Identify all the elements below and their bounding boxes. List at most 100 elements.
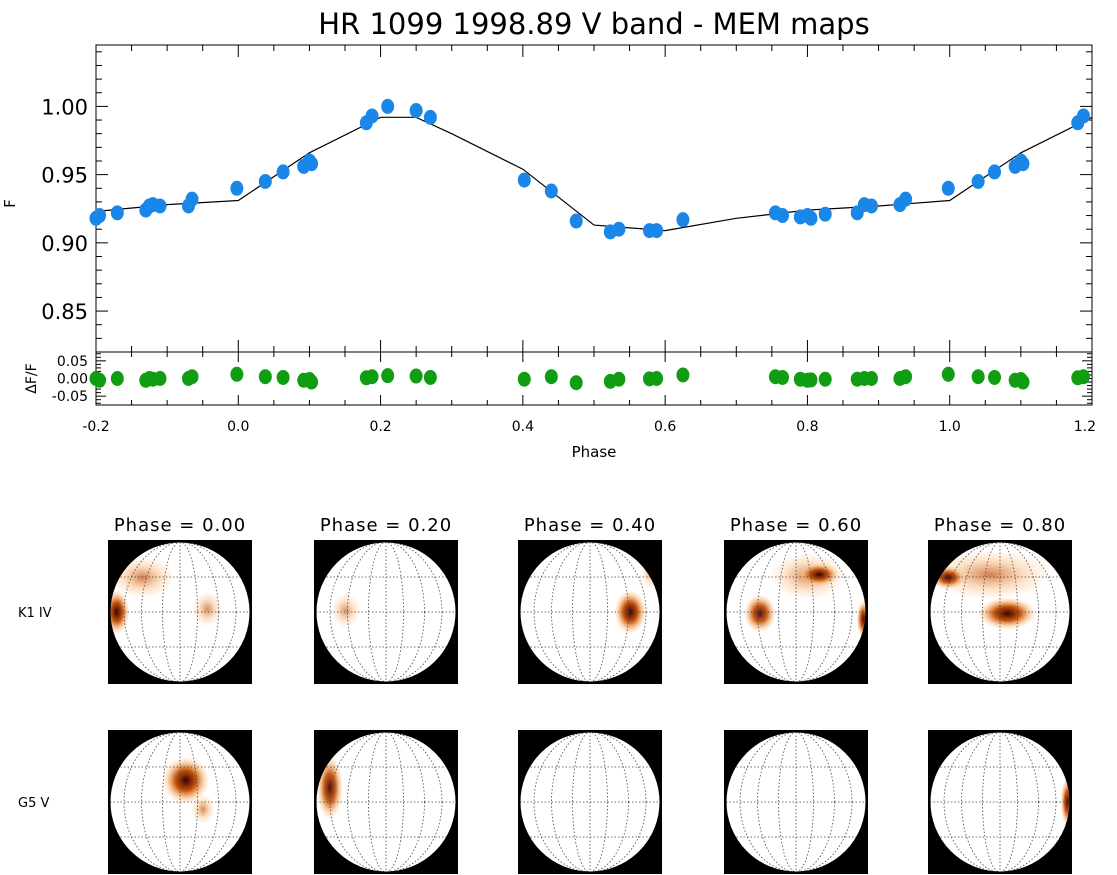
residual-point	[650, 371, 664, 386]
limb	[315, 731, 457, 873]
meridian-line	[551, 542, 629, 682]
limb	[725, 731, 867, 873]
meridian-line	[347, 542, 425, 682]
x-axis-label: Phase	[572, 443, 617, 461]
star-label: G5 V	[18, 796, 49, 811]
limb	[109, 541, 251, 683]
residuals-panel: 0.05 0.00-0.05 ΔF/F -0.2 0.0 0.2 0.4 0.6 0.8 1.0 1…	[24, 351, 1096, 461]
limb	[519, 541, 661, 683]
residual-point	[676, 367, 690, 383]
meridian-line	[757, 732, 835, 872]
starspot	[798, 563, 840, 587]
model-line	[95, 116, 1093, 232]
starspot	[978, 597, 1036, 630]
meridian-line	[533, 542, 647, 682]
residual-y-tick-label: 0.05	[57, 354, 88, 370]
surface-map	[518, 540, 662, 684]
starspot	[316, 755, 343, 820]
x-tick-label: 0.0	[227, 419, 249, 435]
light-curve-y-ticks	[96, 51, 1092, 353]
phase-label: Phase = 0.40	[524, 515, 656, 536]
residual-point	[899, 369, 913, 385]
residual-point	[305, 374, 319, 390]
starspot	[744, 594, 776, 633]
meridian-line	[329, 732, 443, 872]
residual-point	[93, 372, 107, 388]
residual-y-tick-label: -0.05	[52, 389, 88, 405]
observed-point	[230, 180, 244, 196]
light-curve-panel: 0.85 0.90 0.95 1.00 F	[1, 44, 1093, 353]
meridian-line	[141, 732, 219, 872]
observed-point	[517, 172, 531, 188]
starspot	[191, 794, 215, 824]
observed-point	[423, 109, 437, 125]
residual-point	[153, 371, 167, 386]
x-tick-label: 0.8	[796, 419, 818, 435]
surface-map	[518, 730, 662, 874]
starspot	[856, 600, 866, 638]
star-label: K1 IV	[18, 606, 52, 621]
x-tick-label: 0.6	[654, 419, 676, 435]
surface-map	[108, 730, 252, 874]
residual-point	[185, 369, 199, 385]
light-curve-x-ticks	[95, 45, 1093, 352]
x-tick-label: 1.0	[939, 419, 961, 435]
meridian-line	[961, 542, 1039, 682]
meridian-line	[141, 542, 219, 682]
residual-point	[365, 369, 379, 385]
disk-content	[316, 542, 456, 682]
starspot	[930, 550, 1051, 600]
starspot	[331, 593, 361, 628]
starspot	[162, 757, 209, 804]
limb	[929, 731, 1071, 873]
observed-point	[971, 173, 985, 189]
observed-point	[569, 213, 583, 229]
residual-point	[230, 366, 244, 382]
residual-point	[569, 375, 583, 391]
residual-point	[258, 369, 272, 385]
residual-y-axis-label: ΔF/F	[24, 363, 40, 393]
meridian-line	[123, 732, 237, 872]
meridian-line	[961, 732, 1039, 872]
figure-title: HR 1099 1998.89 V band - MEM maps	[318, 7, 869, 41]
observed-point	[650, 223, 664, 239]
observed-point	[276, 164, 290, 180]
observed-point	[988, 164, 1002, 180]
residual-point	[381, 368, 395, 384]
starspot	[614, 590, 647, 634]
meridian-line	[347, 732, 425, 872]
disk-content	[930, 732, 1070, 872]
residual-point	[612, 371, 626, 387]
disk-content	[520, 732, 660, 872]
phase-label: Phase = 0.00	[114, 515, 246, 536]
y-tick-label: 0.95	[41, 164, 88, 188]
limb	[519, 731, 661, 873]
observed-point	[185, 191, 199, 207]
starspot	[192, 591, 222, 627]
x-tick-label: 0.4	[512, 419, 534, 435]
surface-map	[928, 730, 1072, 874]
residual-point	[988, 369, 1002, 385]
y-tick-label: 0.90	[41, 232, 88, 256]
residual-y-tick-label: 0.00	[57, 372, 88, 388]
residuals-y-ticks	[96, 353, 1092, 404]
meridian-line	[329, 542, 443, 682]
observed-point	[93, 208, 107, 224]
surface-map	[724, 540, 868, 684]
surface-map	[724, 730, 868, 874]
observed-point	[776, 208, 790, 224]
observed-point	[612, 221, 626, 237]
residual-point	[517, 371, 531, 387]
observed-point	[818, 206, 832, 222]
residual-point	[1016, 374, 1030, 390]
observed-point	[305, 156, 319, 172]
residual-point	[818, 371, 832, 387]
y-tick-label: 1.00	[41, 95, 88, 119]
x-tick-label: 0.2	[369, 419, 391, 435]
disk-content	[930, 542, 1070, 682]
meridian-line	[943, 732, 1057, 872]
surface-map	[314, 540, 458, 684]
limb	[109, 731, 251, 873]
residual-point	[409, 368, 423, 384]
